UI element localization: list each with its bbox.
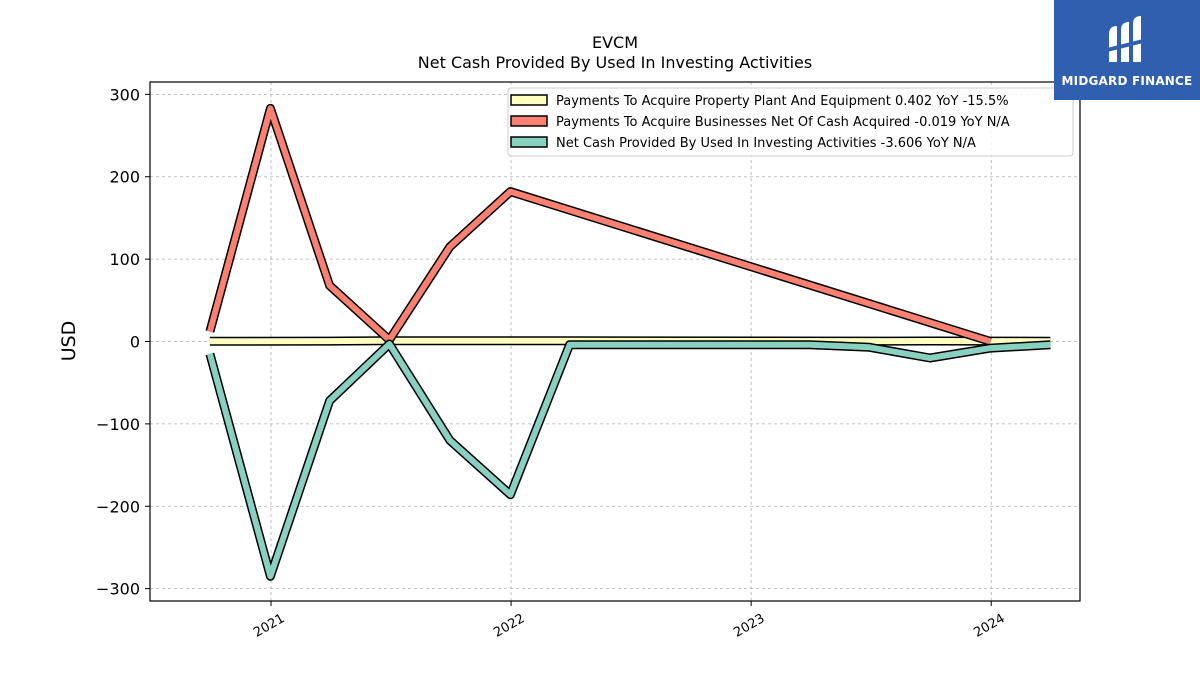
- legend-label: Payments To Acquire Businesses Net Of Ca…: [556, 115, 1010, 130]
- y-tick-label: 0: [130, 333, 140, 352]
- y-tick-label: −300: [96, 580, 140, 599]
- y-tick-label: 100: [109, 250, 140, 269]
- y-tick-label: −200: [96, 497, 140, 516]
- series-line: [209, 337, 1051, 345]
- y-tick-label: −100: [96, 415, 140, 434]
- y-tick-label: 300: [109, 85, 140, 104]
- x-tick-label: 2023: [731, 611, 767, 641]
- y-axis-label: USD: [58, 321, 80, 362]
- ticks: 300 200 100 0 −100 −200 −300 2021 2022 2023 2024: [96, 85, 1007, 640]
- legend-label: Payments To Acquire Property Plant And E…: [556, 94, 1009, 109]
- logo-text: MIDGARD FINANCE: [1061, 74, 1193, 88]
- series-layer: [205, 103, 1051, 581]
- legend-swatch: [510, 115, 548, 127]
- series-line-outline: [205, 339, 1051, 581]
- chart-subtitle: Net Cash Provided By Used In Investing A…: [418, 53, 812, 72]
- x-tick-label: 2022: [491, 611, 527, 641]
- legend-swatch: [510, 136, 548, 148]
- legend: Payments To Acquire Property Plant And E…: [507, 87, 1074, 157]
- legend-label: Net Cash Provided By Used In Investing A…: [556, 136, 976, 151]
- legend-swatch: [510, 94, 548, 106]
- midgard-logo-mark-icon: [1107, 16, 1147, 62]
- legend-box: [507, 87, 1074, 157]
- x-tick-label: 2021: [251, 611, 287, 641]
- x-tick-label: 2024: [971, 611, 1007, 641]
- midgard-finance-logo: MIDGARD FINANCE: [1054, 0, 1200, 100]
- chart-title: EVCM: [592, 33, 638, 52]
- y-tick-label: 200: [109, 168, 140, 187]
- series-line: [207, 341, 1051, 580]
